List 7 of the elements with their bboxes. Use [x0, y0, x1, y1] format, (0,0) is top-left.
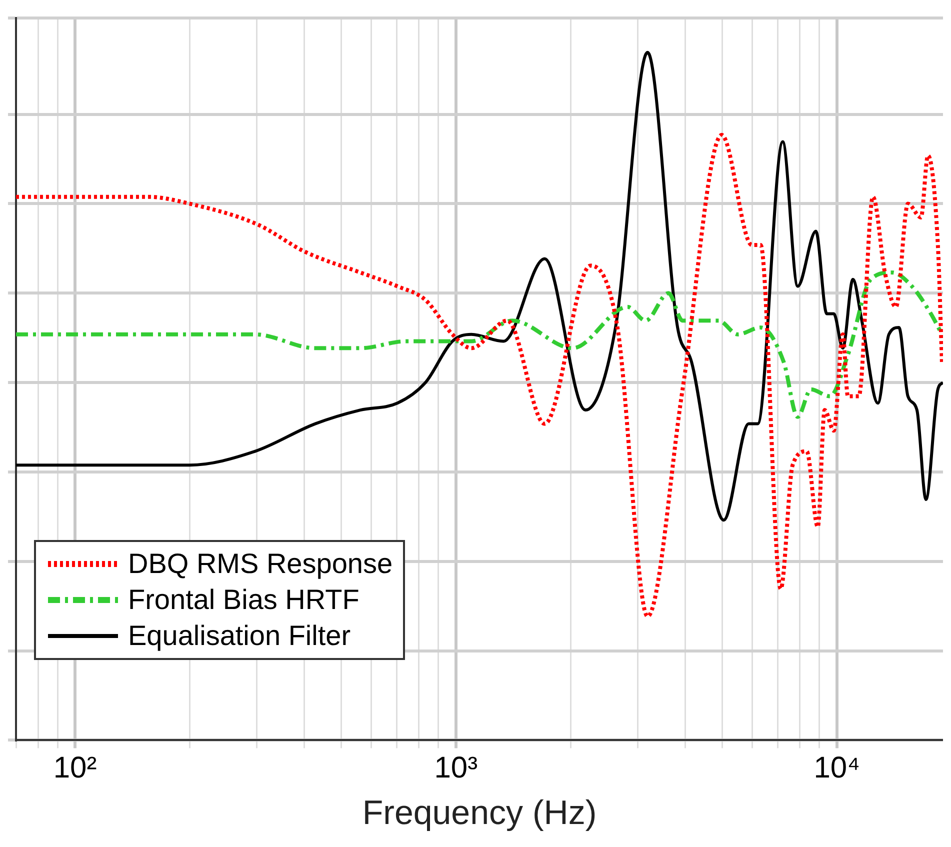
- x-tick-label: 10⁴: [814, 751, 860, 784]
- legend-label: DBQ RMS Response: [128, 547, 393, 582]
- legend-label: Equalisation Filter: [128, 619, 351, 654]
- legend-label: Frontal Bias HRTF: [128, 583, 360, 618]
- x-tick-label: 10²: [53, 751, 97, 784]
- x-tick-label: 10³: [434, 751, 478, 784]
- x-axis-title: Frequency (Hz): [362, 794, 597, 832]
